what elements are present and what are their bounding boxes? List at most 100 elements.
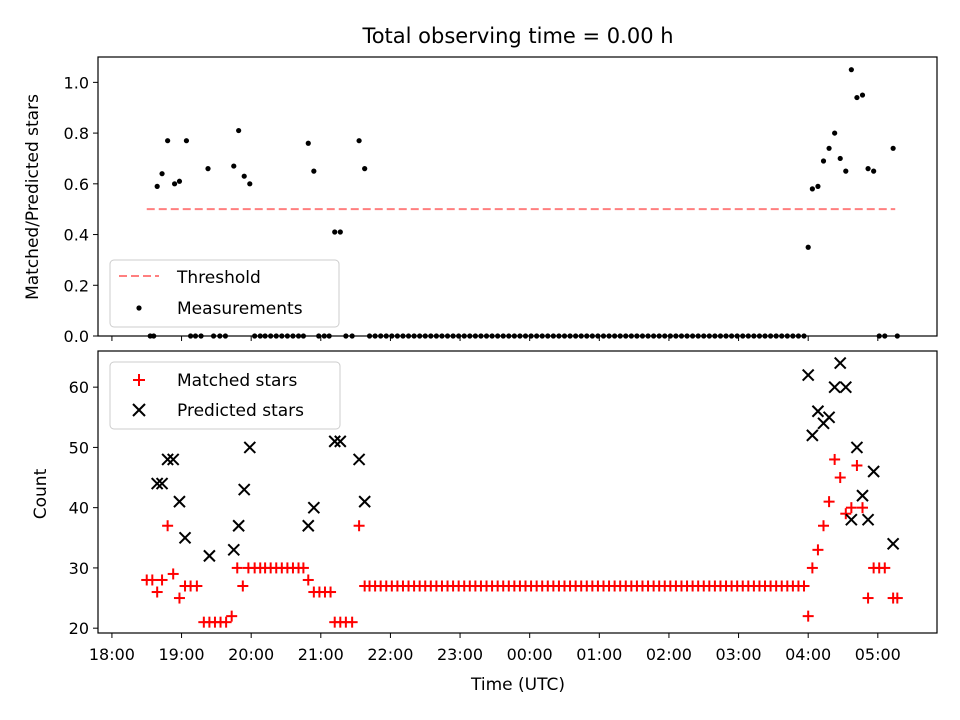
predicted-star-point (806, 429, 819, 442)
measurement-point (332, 229, 338, 235)
legend-label-predicted: Predicted stars (177, 401, 304, 421)
legend-label-matched: Matched stars (177, 371, 297, 391)
matched-star-point (840, 508, 852, 520)
bottom-y-tick-label: 30 (69, 559, 89, 578)
x-tick-label: 20:00 (228, 645, 274, 664)
matched-star-point (823, 496, 835, 508)
matched-star-point (845, 502, 857, 514)
predicted-star-point (243, 441, 256, 454)
matched-star-point (237, 580, 249, 592)
bottom-plot-frame (97, 350, 938, 634)
matched-star-point (346, 616, 358, 628)
measurement-point (820, 158, 827, 164)
top-y-axis-label: Matched/Predicted stars (23, 94, 43, 300)
x-tick-label: 03:00 (716, 645, 762, 664)
predicted-star-point (334, 435, 347, 448)
predicted-star-point (801, 368, 815, 382)
matched-star-point (173, 592, 185, 604)
measurement-point (815, 183, 821, 189)
matched-star-point (146, 574, 158, 586)
measurement-point (859, 92, 866, 98)
measurement-point (837, 155, 843, 162)
matched-star-point (856, 502, 868, 514)
predicted-star-point (227, 543, 240, 557)
legend-label-measurements: Measurements (177, 299, 303, 319)
predicted-star-point (839, 380, 852, 394)
x-tick-label: 21:00 (298, 645, 344, 664)
predicted-star-point (850, 441, 864, 454)
predicted-star-point (166, 453, 180, 466)
predicted-star-point (886, 537, 900, 551)
matched-star-point (325, 586, 337, 598)
measurement-point (165, 138, 171, 144)
bottom-plot-panel: 20 30 40 50 60 18:00 19:00 20:00 21:00 22:00 23:0… (31, 350, 938, 695)
bottom-legend-box (109, 361, 341, 430)
matched-legend-swatch (133, 374, 145, 386)
matched-star-point (891, 592, 903, 604)
measurement-point (854, 94, 860, 101)
predicted-star-point (307, 501, 321, 514)
top-y-tick-label: 0.8 (64, 124, 89, 143)
measurement-point (890, 145, 896, 151)
bottom-legend: Matched stars Predicted stars (109, 361, 341, 430)
predicted-star-point (161, 453, 174, 466)
predicted-star-point (834, 356, 847, 370)
measurement-point (205, 166, 211, 172)
bottom-y-ticks: 20 30 40 50 60 (69, 378, 98, 638)
predicted-star-points (150, 356, 900, 563)
predicted-star-point (302, 519, 315, 532)
x-tick-label: 22:00 (367, 645, 413, 664)
bottom-y-tick-label: 40 (69, 499, 89, 518)
measurement-point (171, 181, 178, 187)
predicted-star-point (352, 453, 366, 466)
predicted-star-point (232, 519, 245, 532)
matched-star-point (191, 580, 203, 592)
measurement-point (183, 138, 190, 144)
matched-star-point (220, 616, 232, 628)
matched-star-point (829, 453, 841, 465)
matched-star-point (862, 592, 874, 604)
x-tick-label: 23:00 (437, 645, 483, 664)
top-y-tick-label: 0.6 (64, 175, 89, 194)
top-y-tick-label: 1.0 (64, 73, 89, 92)
measurement-point (871, 168, 877, 174)
predicted-star-point (358, 495, 371, 508)
measurement-point (809, 186, 815, 192)
top-y-tick-label: 0.0 (64, 327, 89, 346)
bottom-y-tick-label: 60 (69, 378, 89, 397)
measurement-point (305, 140, 311, 146)
matched-star-points (141, 453, 903, 628)
bottom-y-tick-label: 20 (69, 619, 89, 638)
predicted-star-point (178, 531, 192, 545)
chart-title: Total observing time = 0.00 h (361, 24, 673, 48)
measurement-point (311, 168, 317, 174)
matched-star-point (798, 580, 810, 592)
x-axis-label: Time (UTC) (470, 675, 565, 695)
predicted-star-point (328, 435, 341, 448)
bottom-y-axis-label: Count (31, 468, 51, 519)
matched-star-point (818, 520, 830, 532)
predicted-legend-swatch (132, 403, 146, 417)
predicted-star-point (203, 549, 216, 563)
measurement-point (843, 168, 849, 174)
x-tick-label: 18:00 (89, 645, 135, 664)
matched-star-point (851, 459, 863, 471)
x-tick-label: 02:00 (646, 645, 692, 664)
matched-star-point (834, 472, 846, 484)
top-y-tick-label: 0.2 (64, 276, 89, 295)
predicted-star-point (845, 513, 858, 526)
matched-star-point (226, 610, 238, 622)
measurement-point (826, 145, 832, 151)
matched-star-point (297, 562, 309, 574)
x-tick-label: 05:00 (855, 645, 901, 664)
top-legend: Threshold Measurements (109, 259, 340, 328)
measurement-point (865, 166, 871, 172)
x-tick-label: 04:00 (785, 645, 831, 664)
measurement-point (247, 181, 253, 187)
predicted-star-point (861, 513, 875, 526)
matched-star-point (812, 544, 824, 556)
matched-star-point (231, 562, 243, 574)
predicted-star-point (155, 477, 169, 490)
